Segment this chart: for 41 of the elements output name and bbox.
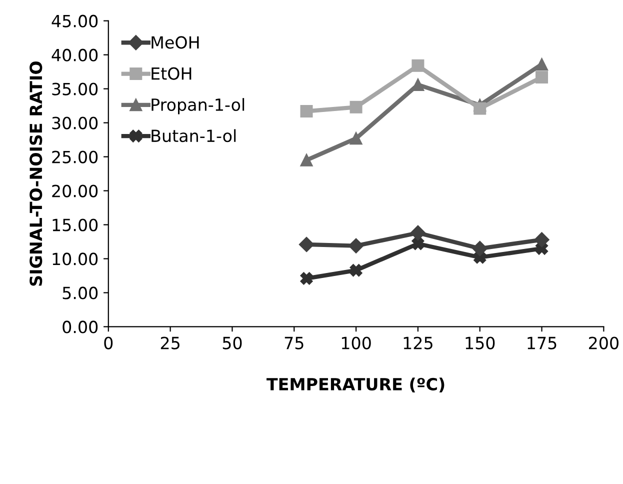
y-tick-label: 25.00	[52, 150, 98, 164]
point	[350, 100, 362, 114]
y-tick-label: 45.00	[52, 14, 98, 28]
x-tick-label: 75	[284, 336, 304, 350]
x-tick-label: 200	[589, 336, 618, 350]
y-tick-label: 10.00	[52, 252, 98, 266]
y-tick-label: 40.00	[52, 48, 98, 62]
point	[350, 132, 362, 145]
point	[536, 70, 548, 84]
point	[298, 236, 314, 252]
x-tick-label: 175	[528, 336, 556, 350]
x-axis-title: TEMPERATURE (ºC)	[266, 378, 444, 392]
point	[412, 238, 424, 250]
y-tick-label: 0.00	[62, 320, 98, 334]
point	[348, 238, 364, 254]
x-tick-label: 100	[342, 336, 371, 350]
point	[300, 272, 313, 285]
legend-label: MeOH	[152, 36, 199, 49]
x-tick-label: 50	[222, 336, 242, 350]
point	[534, 232, 550, 248]
point	[412, 59, 424, 72]
point	[300, 104, 313, 118]
point	[410, 225, 426, 240]
y-tick-label: 35.00	[52, 82, 98, 96]
x-tick-label: 0	[104, 336, 113, 350]
legend-label: Propan-1-ol	[152, 98, 244, 114]
point	[300, 154, 313, 166]
y-tick-label: 15.00	[52, 218, 98, 232]
x-tick-label: 25	[160, 336, 180, 350]
x-tick-label: 125	[404, 336, 432, 350]
y-tick-label: 5.00	[62, 286, 98, 300]
point	[474, 102, 486, 115]
point	[472, 240, 488, 256]
point	[536, 58, 548, 71]
point	[350, 264, 362, 277]
x-tick-label: 150	[466, 336, 495, 350]
y-axis-title: SIGNAL-TO-NOISE RATIO	[30, 61, 42, 286]
y-tick-label: 20.00	[52, 184, 98, 198]
legend-label: Butan-1-ol	[152, 129, 236, 142]
legend-label: EtOH	[152, 67, 192, 80]
y-tick-label: 30.00	[52, 116, 98, 130]
